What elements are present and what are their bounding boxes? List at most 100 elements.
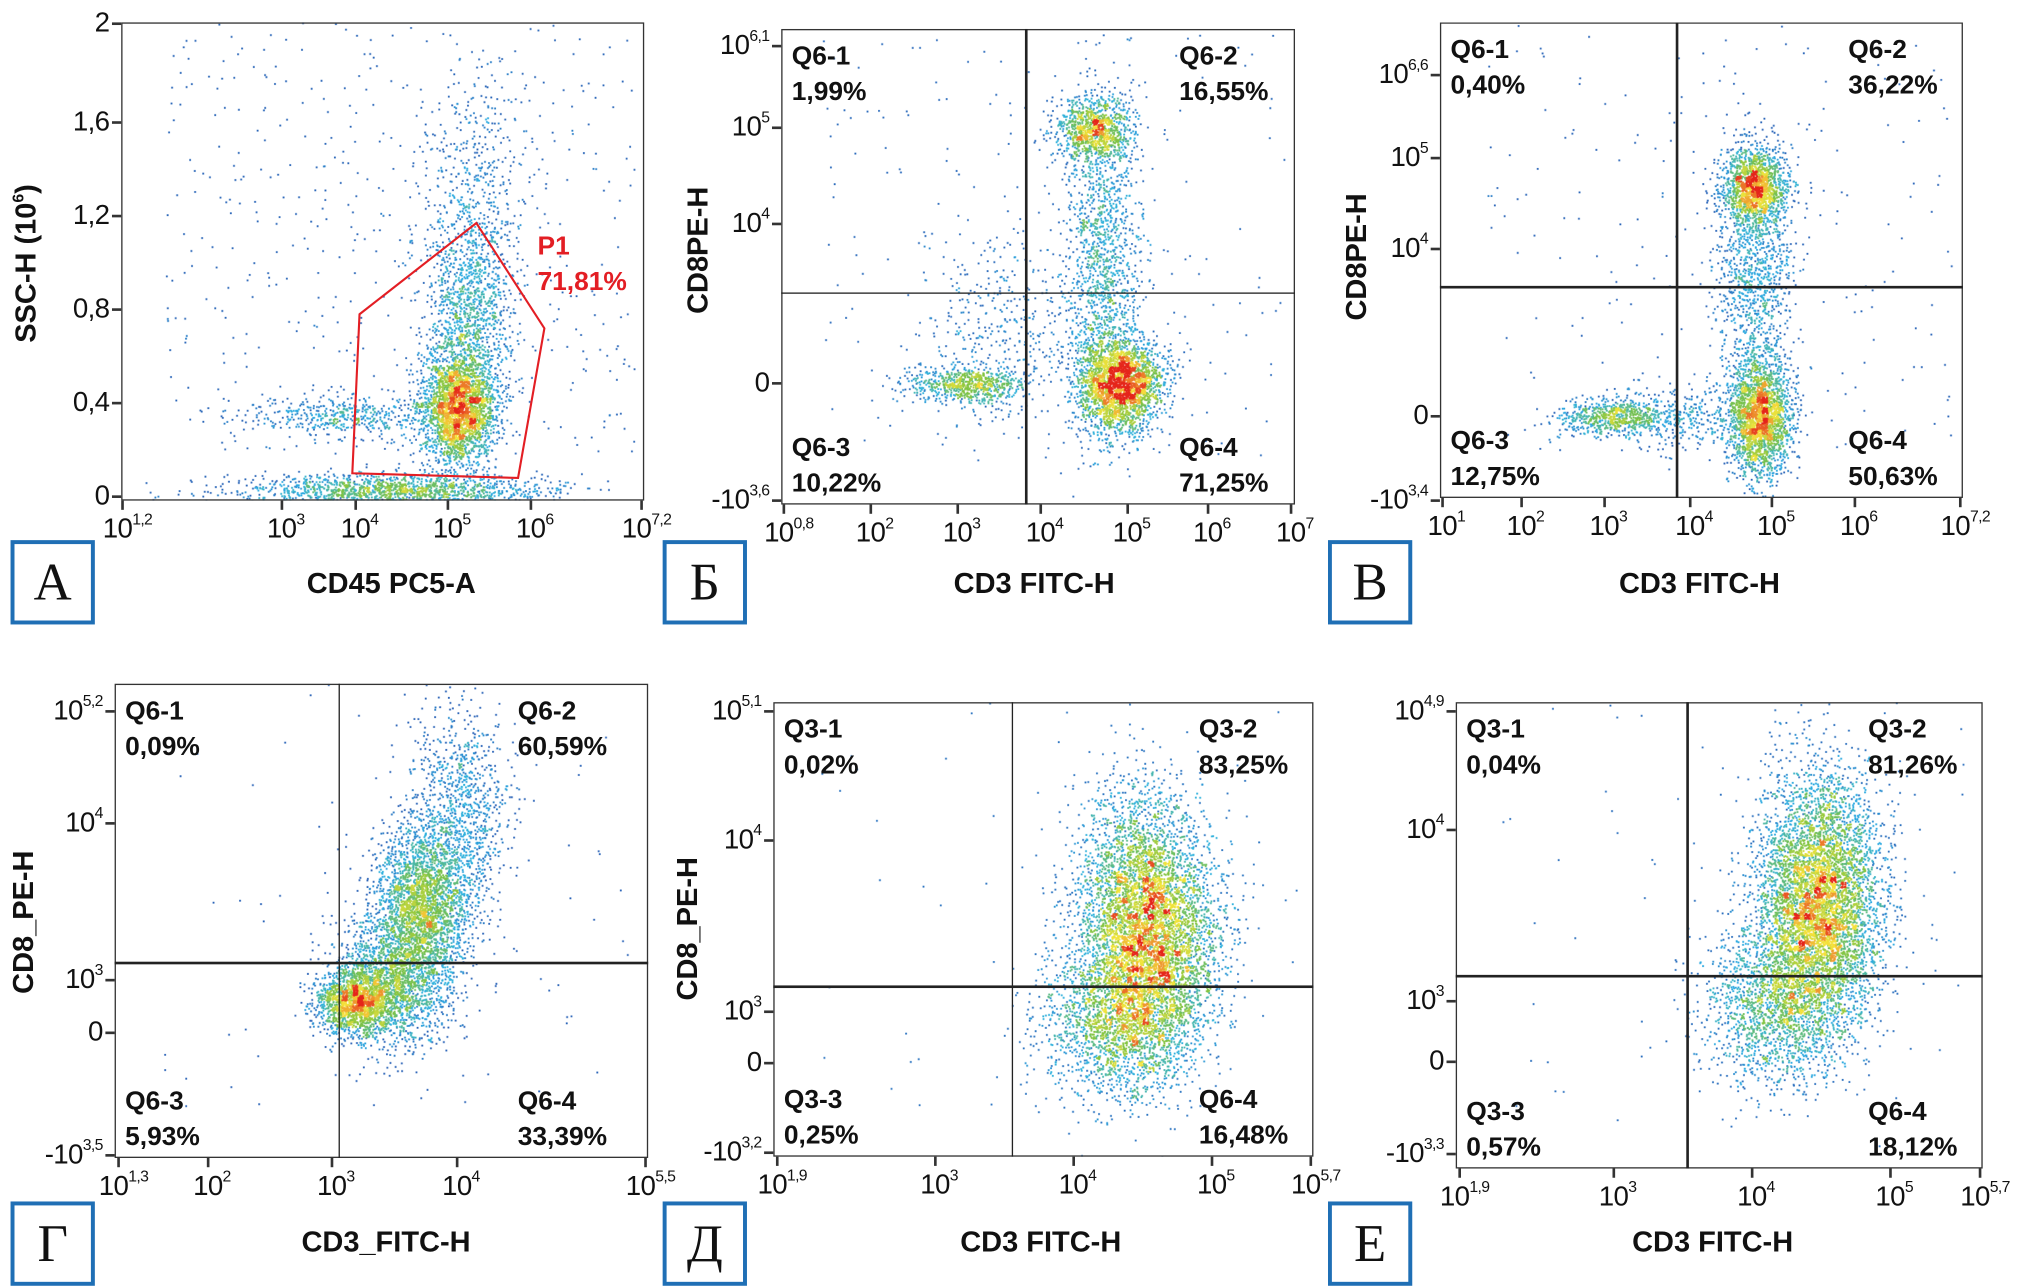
tick-base: -10: [1385, 1138, 1425, 1169]
quadrant-percent: 18,12%: [1868, 1132, 1958, 1162]
y-tick-label: 0: [1413, 400, 1428, 432]
x-tick-label: 105,7: [1291, 1166, 1341, 1202]
x-tick-mark: [1072, 1156, 1075, 1166]
tick-base: 0: [754, 367, 770, 398]
y-tick-mark: [1446, 828, 1456, 831]
x-tick-label: 101,9: [1440, 1178, 1490, 1214]
y-tick-label: 0: [1429, 1046, 1444, 1078]
y-tick-label: 105,2: [53, 692, 103, 728]
quadrant-name: Q6-4: [517, 1086, 577, 1116]
quadrant-horizontal-line[interactable]: [1455, 975, 1983, 978]
x-tick-mark: [1612, 1168, 1615, 1178]
tick-exponent: 4: [1766, 1177, 1776, 1197]
tick-exponent: 2: [1536, 507, 1545, 526]
quadrant-name: Q6-3: [125, 1086, 184, 1116]
x-tick-mark: [1290, 504, 1293, 514]
y-tick-label: 105: [732, 108, 770, 144]
quadrant-name: Q6-2: [1179, 42, 1238, 72]
y-tick-mark: [1430, 248, 1440, 250]
tick-base: 10: [316, 1171, 347, 1202]
x-tick-mark: [1458, 1168, 1461, 1178]
tick-exponent: 5: [1419, 138, 1429, 157]
quadrant-label: Q6-3 12,75%: [1450, 424, 1539, 495]
event-density-canvas-F: [1455, 702, 1983, 1169]
tick-base: 10: [723, 824, 754, 855]
x-tick-label: 103: [1599, 1178, 1637, 1214]
quadrant-label: Q3-1 0,02%: [784, 713, 859, 784]
quadrant-name: Q6-4: [1848, 426, 1907, 456]
tick-exponent: 5: [1904, 1177, 1914, 1197]
x-axis-title: CD3 FITC-H: [960, 1225, 1122, 1259]
tick-base: 10: [920, 1169, 950, 1201]
quadrant-vertical-line[interactable]: [1675, 22, 1678, 498]
y-tick-mark: [771, 126, 782, 129]
quadrant-label: Q6-3 5,93%: [125, 1084, 200, 1155]
tick-exponent: 3: [296, 509, 305, 529]
tick-exponent: 3,5: [82, 1135, 104, 1155]
gate-p1-polygon[interactable]: [351, 221, 546, 480]
quadrant-percent: 12,75%: [1450, 462, 1540, 492]
quadrant-vertical-line[interactable]: [338, 683, 341, 1158]
x-tick-label: 107,2: [622, 510, 672, 546]
tick-exponent: 5: [1226, 1165, 1235, 1185]
tick-base: 10: [719, 30, 750, 61]
y-tick-mark: [764, 1010, 774, 1013]
plot-frame-A: [121, 22, 645, 501]
x-tick-label: 101,3: [99, 1167, 149, 1203]
tick-base: 10: [1427, 511, 1458, 542]
quadrant-name: Q3-1: [783, 715, 843, 745]
quadrant-percent: 5,93%: [125, 1122, 200, 1152]
x-tick-label: 105: [1875, 1178, 1913, 1214]
x-tick-label: 102: [193, 1167, 231, 1203]
y-tick-mark: [764, 1151, 774, 1154]
x-tick-mark: [446, 500, 449, 510]
panel-letter-C: В: [1327, 540, 1413, 625]
x-tick-label: 107: [1276, 514, 1314, 550]
quadrant-name: Q6-2: [517, 696, 577, 726]
quadrant-horizontal-line[interactable]: [781, 292, 1296, 295]
quadrant-percent: 0,57%: [1466, 1132, 1541, 1162]
quadrant-label: Q6-4 50,63%: [1848, 424, 1937, 495]
tick-base: 10: [1276, 517, 1306, 549]
tick-base: 0: [94, 480, 110, 512]
quadrant-name: Q6-4: [1868, 1097, 1927, 1127]
event-density-canvas-A: [121, 22, 645, 501]
y-tick-mark: [111, 22, 122, 25]
quadrant-horizontal-line[interactable]: [1439, 285, 1963, 288]
x-tick-label: 105: [432, 510, 471, 546]
y-tick-mark: [111, 308, 122, 311]
quadrant-percent: 0,25%: [783, 1121, 859, 1151]
quadrant-label: Q3-3 0,25%: [784, 1083, 859, 1154]
x-axis-title: CD3_FITC-H: [301, 1225, 471, 1259]
y-tick-mark: [1430, 157, 1440, 160]
y-axis-title: CD8PE-H: [1340, 193, 1374, 320]
gate-p1-label: P1 71,81%: [537, 229, 626, 300]
x-tick-label: 105: [1757, 507, 1795, 543]
quadrant-name: Q6-1: [125, 696, 184, 726]
quadrant-vertical-line[interactable]: [1686, 702, 1689, 1169]
y-tick-mark: [105, 979, 115, 982]
quadrant-vertical-line[interactable]: [1011, 702, 1014, 1157]
x-tick-mark: [1689, 497, 1692, 508]
quadrant-horizontal-line[interactable]: [114, 961, 649, 964]
tick-base: 10: [1390, 233, 1420, 264]
x-tick-label: 106: [516, 510, 554, 546]
tick-exponent: 4: [370, 509, 379, 529]
tick-exponent: 3,6: [749, 480, 770, 500]
y-tick-label: 103: [65, 960, 103, 996]
tick-exponent: 4,9: [1423, 691, 1445, 711]
tick-base: 10: [1875, 1181, 1905, 1213]
x-tick-mark: [207, 1157, 210, 1168]
tick-exponent: 5: [1786, 507, 1795, 526]
y-tick-mark: [1446, 1000, 1456, 1003]
x-tick-label: 101,2: [103, 510, 153, 546]
quadrant-vertical-line[interactable]: [1025, 28, 1028, 505]
quadrant-horizontal-line[interactable]: [773, 985, 1314, 988]
x-tick-label: 107,2: [1941, 507, 1991, 543]
tick-exponent: 2: [222, 1167, 232, 1186]
tick-base: 10: [53, 695, 83, 726]
tick-exponent: 3: [346, 1167, 355, 1186]
y-tick-mark: [111, 495, 122, 498]
tick-base: 10: [432, 513, 463, 545]
y-tick-label: 0: [88, 1017, 103, 1049]
